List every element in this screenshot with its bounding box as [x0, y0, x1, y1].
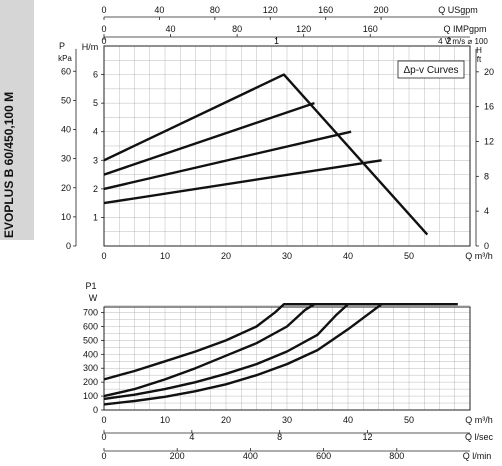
velocity-axis-label: 4 V m/s ⌀ 100: [438, 37, 488, 46]
usgpm-tick-label: 40: [154, 5, 164, 15]
kpa-tick-label: 10: [61, 212, 71, 222]
ft-tick-label: 0: [484, 241, 489, 251]
lsec-tick-label: 4: [189, 432, 194, 442]
power-curve-1: [103, 303, 458, 381]
power-curve-4: [103, 303, 383, 406]
lmin-axis-label: Q l/min: [463, 451, 492, 461]
power-q-tick-label: 40: [343, 415, 353, 425]
head-m-tick-label: 6: [93, 70, 98, 80]
head-m-tick-label: 1: [93, 212, 98, 222]
top-q-tick-label: 20: [221, 251, 231, 261]
legend-label: Δp-v Curves: [403, 65, 458, 76]
right-h-label: H: [476, 46, 482, 55]
usgpm-tick-label: 200: [374, 5, 389, 15]
lmin-tick-label: 400: [243, 451, 258, 461]
kpa-tick-label: 40: [61, 125, 71, 135]
pressure-curve-1: [103, 73, 429, 236]
lmin-tick-label: 200: [170, 451, 185, 461]
head-m-tick-label: 4: [93, 127, 98, 137]
power-tick-label: 600: [83, 321, 98, 331]
velocity-tick-label: 1: [274, 36, 279, 46]
impgpm-axis-label: Q IMPgpm: [443, 24, 486, 34]
usgpm-tick-label: 160: [318, 5, 333, 15]
impgpm-tick-label: 160: [363, 24, 378, 34]
power-tick-label: 100: [83, 391, 98, 401]
power-q-tick-label: 30: [282, 415, 292, 425]
legend-box: [397, 60, 465, 79]
usgpm-tick-label: 120: [263, 5, 278, 15]
plot-frame: [103, 45, 471, 247]
power-curve-3: [103, 303, 349, 401]
head-m-tick-label: 2: [93, 184, 98, 194]
ft-tick-label: 16: [484, 102, 494, 112]
top-q-tick-label: 40: [343, 251, 353, 261]
top-q-tick-label: 30: [282, 251, 292, 261]
top-q-tick-label: 50: [404, 251, 414, 261]
impgpm-tick-label: 0: [101, 24, 106, 34]
power-q-tick-label: 50: [404, 415, 414, 425]
ft-tick-label: 12: [484, 137, 494, 147]
side-title-band: [0, 0, 34, 240]
power-tick-label: 500: [83, 335, 98, 345]
kpa-tick-label: 30: [61, 154, 71, 164]
power-q-tick-label: 10: [160, 415, 170, 425]
lsec-axis-label: Q l/sec: [465, 432, 494, 442]
pressure-curve-2: [103, 101, 315, 176]
head-m-unit-label: H/m: [82, 42, 99, 52]
power-q-tick-label: 20: [221, 415, 231, 425]
impgpm-tick-label: 80: [232, 24, 242, 34]
power-tick-label: 200: [83, 377, 98, 387]
pressure-curve-3: [103, 130, 352, 191]
watt-unit-label: W: [89, 293, 98, 303]
impgpm-tick-label: 120: [296, 24, 311, 34]
lmin-tick-label: 600: [316, 451, 331, 461]
top-q-axis-label: Q m³/h: [465, 251, 493, 261]
head-m-tick-label: 5: [93, 98, 98, 108]
power-curve-2: [103, 303, 316, 398]
lsec-tick-label: 0: [101, 432, 106, 442]
kpa-unit-label: kPa: [58, 54, 72, 63]
right-ft-label: ft: [477, 55, 482, 64]
ft-tick-label: 8: [484, 171, 489, 181]
kpa-tick-label: 0: [66, 241, 71, 251]
ft-tick-label: 20: [484, 67, 494, 77]
lsec-tick-label: 12: [363, 432, 373, 442]
lmin-tick-label: 0: [101, 451, 106, 461]
top-q-tick-label: 10: [160, 251, 170, 261]
ft-tick-label: 4: [484, 206, 489, 216]
kpa-tick-label: 50: [61, 95, 71, 105]
kpa-tick-label: 20: [61, 183, 71, 193]
velocity-tick-label: 2: [446, 36, 451, 46]
top-q-tick-label: 0: [101, 251, 106, 261]
power-q-axis-label: Q m³/h: [465, 415, 493, 425]
impgpm-tick-label: 40: [166, 24, 176, 34]
pressure-curve-4: [103, 159, 382, 205]
usgpm-tick-label: 80: [210, 5, 220, 15]
usgpm-axis-label: Q USgpm: [438, 5, 478, 15]
p1-axis-label: P1: [85, 281, 96, 291]
pressure-axis-label: P: [59, 41, 65, 51]
power-tick-label: 300: [83, 363, 98, 373]
velocity-tick-label: 0: [101, 36, 106, 46]
power-tick-label: 400: [83, 349, 98, 359]
power-q-tick-label: 0: [101, 415, 106, 425]
kpa-tick-label: 60: [61, 66, 71, 76]
lmin-tick-label: 800: [389, 451, 404, 461]
lsec-tick-label: 8: [277, 432, 282, 442]
power-plot-frame: [103, 306, 471, 411]
power-tick-label: 0: [93, 405, 98, 415]
power-tick-label: 700: [83, 308, 98, 318]
head-m-tick-label: 3: [93, 155, 98, 165]
usgpm-tick-label: 0: [101, 5, 106, 15]
